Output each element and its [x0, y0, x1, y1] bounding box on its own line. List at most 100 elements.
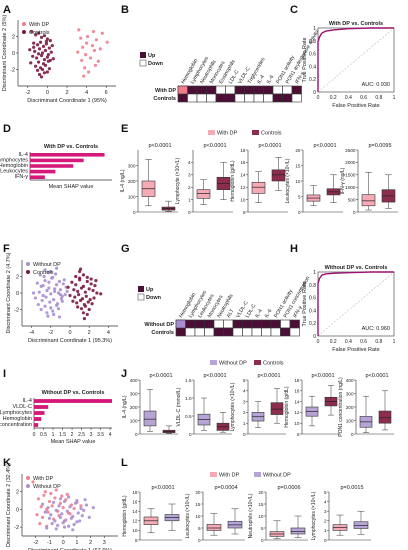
data-point [85, 41, 89, 45]
data-point [77, 28, 81, 32]
data-point [38, 273, 42, 277]
heatmap-cell [175, 327, 186, 337]
heatmap-cell [263, 85, 274, 95]
data-point [53, 496, 57, 500]
panel-label-c: C [290, 4, 298, 16]
y-tick-label: 0.6 [309, 52, 316, 58]
heatmap-cell [215, 85, 226, 95]
y-axis-label: IL-4 (ng/L) [122, 395, 128, 418]
heatmap-cell [232, 319, 243, 329]
heatmap-cell [282, 85, 293, 95]
data-point [31, 480, 35, 484]
y-axis-label: Hemoglobin (g/dL) [284, 386, 290, 427]
y-tick-label: 1 [313, 26, 316, 32]
y-tick-label: 2 [16, 275, 19, 281]
y-tick-label: 0 [353, 210, 356, 215]
x-tick-label: 1 [52, 432, 55, 438]
y-tick-label: 0.5 [185, 414, 192, 419]
data-point [47, 499, 52, 504]
data-point [68, 505, 72, 509]
heatmap-cell [204, 319, 215, 329]
y-axis-label: Lymphocytes (×10⁹/L) [311, 491, 317, 540]
x-tick-label: 0.2 [330, 95, 337, 101]
panel-label-h: H [290, 243, 298, 255]
heatmap-cell [215, 93, 226, 103]
y-tick-label: 0 [261, 538, 264, 543]
data-point [62, 278, 66, 282]
data-point [40, 515, 45, 520]
data-point [60, 494, 64, 498]
data-point [81, 45, 85, 49]
y-tick-label: 0 [324, 538, 327, 543]
y-axis-label: PON1 concentration (ng/L) [338, 377, 344, 437]
heatmap-cell [196, 93, 207, 103]
x-tick-label: 3 [90, 432, 93, 438]
data-point [52, 298, 56, 302]
data-point [72, 522, 76, 527]
column-label: IL-6 [264, 308, 274, 319]
data-point [79, 504, 83, 508]
x-tick-label: -4 [29, 330, 34, 336]
data-point [42, 493, 46, 497]
heatmap-cell [206, 93, 217, 103]
data-point [91, 506, 95, 510]
panel-label-a: A [3, 4, 11, 16]
data-point [47, 67, 51, 71]
diagonal-reference [317, 271, 395, 337]
x-tick-label: 0.6 [360, 95, 367, 101]
x-tick-label: 1 [393, 95, 396, 101]
heatmap-cell [261, 319, 272, 329]
legend-down-label: Down [148, 61, 164, 67]
y-tick-label: 14 [294, 399, 300, 404]
data-point [51, 500, 56, 504]
y-axis-label: Leukocytes (×10⁹/L) [285, 158, 291, 203]
box [251, 181, 266, 194]
data-point [46, 59, 50, 63]
panel-label-b: B [121, 4, 129, 16]
heatmap-cell [194, 319, 205, 329]
data-point [67, 524, 71, 528]
roc-curve [317, 27, 394, 92]
y-tick-label: 0 [133, 210, 136, 215]
data-point [72, 288, 76, 292]
data-point [83, 66, 87, 70]
data-point [87, 287, 91, 291]
data-point [90, 43, 95, 48]
data-point [50, 504, 54, 508]
data-point [43, 490, 47, 494]
data-point [75, 498, 79, 503]
y-tick-label: 100 [128, 194, 136, 199]
y-tick-label: 5 [261, 526, 264, 531]
legend-up-swatch [138, 286, 144, 292]
data-point [53, 289, 57, 293]
x-tick-label: 0.8 [375, 339, 382, 345]
heatmap-cell [244, 93, 255, 103]
category-label: Hemoglobin [0, 163, 28, 169]
y-tick-label: 1 [324, 528, 327, 533]
data-point [45, 311, 49, 315]
data-point [41, 44, 46, 49]
legend-label: With DP [219, 473, 240, 479]
data-point [47, 516, 52, 520]
y-tick-label: 4 [188, 160, 191, 165]
y-tick-label: 16 [240, 160, 246, 165]
data-point [77, 293, 81, 297]
heatmap-accent-cell [177, 85, 188, 95]
data-point [48, 39, 52, 43]
y-tick-label: 0.2 [309, 321, 316, 327]
data-point [84, 503, 89, 507]
panel-label-g: G [121, 243, 130, 255]
data-point [76, 50, 80, 54]
y-tick-label: 0 [189, 432, 192, 437]
x-tick-label: -2 [33, 540, 38, 546]
heatmap-cell [261, 327, 272, 337]
data-point [70, 280, 74, 284]
data-point [43, 268, 47, 272]
data-point [73, 295, 77, 299]
legend-label: Without DP [33, 484, 61, 490]
data-point [65, 289, 69, 293]
data-point [86, 70, 91, 74]
x-axis-label: False Positive Rate [332, 347, 379, 353]
data-point [89, 277, 93, 281]
y-tick-label: 1 [188, 197, 191, 202]
